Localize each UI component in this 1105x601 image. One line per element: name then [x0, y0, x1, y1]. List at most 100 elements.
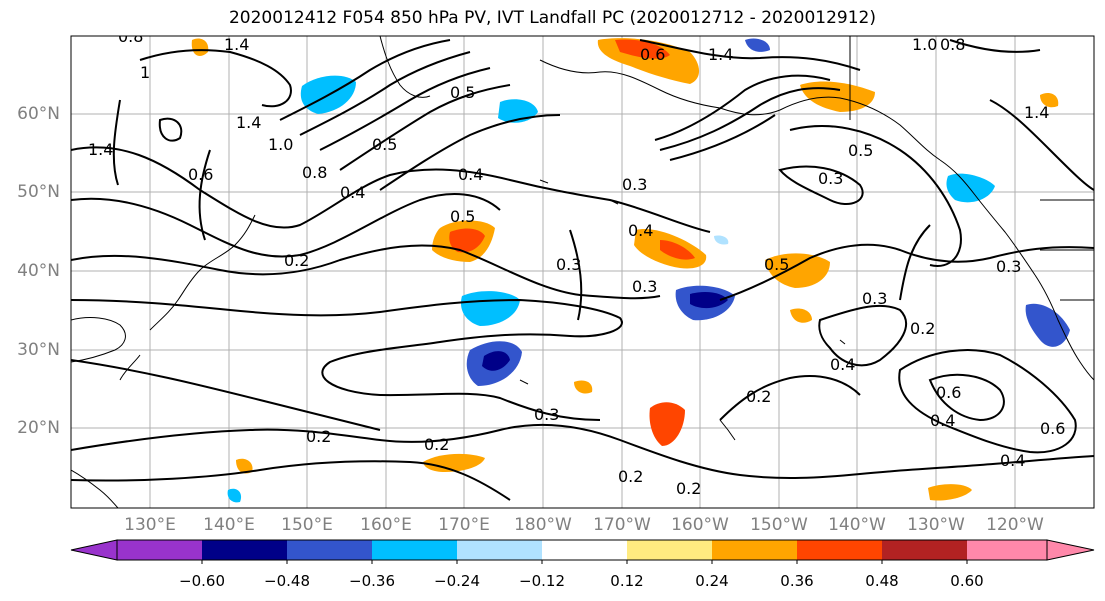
lat-label: 50°N	[17, 182, 60, 202]
contour-label: 0.6	[188, 165, 213, 184]
lon-label: 150°W	[750, 515, 808, 535]
contour-label: 0.6	[640, 45, 665, 64]
colorbar-tick-label: 0.12	[610, 572, 644, 590]
lon-gridlines	[149, 36, 1016, 508]
contour-label: 0.4	[830, 355, 855, 374]
contour-label: 0.3	[534, 405, 559, 424]
contour-label: 0.8	[302, 163, 327, 182]
contour-label: 0.4	[458, 165, 483, 184]
contour-labels: 0.8 1 1.4 1.4 1.4 1.0 0.8 0.5 0.6 0.4 0.…	[88, 27, 1065, 498]
anomaly-patch	[1040, 93, 1059, 108]
anomaly-patch	[745, 38, 770, 52]
anomaly-patch	[236, 458, 253, 474]
lat-label: 60°N	[17, 104, 60, 124]
anomaly-patch	[227, 488, 242, 503]
colorbar-tick-label: 0.36	[780, 572, 814, 590]
contour-label: 0.3	[862, 289, 887, 308]
contour-label: 1.4	[88, 140, 113, 159]
colorbar-segment	[287, 540, 372, 560]
colorbar-segment	[117, 540, 202, 560]
contour-label: 1.4	[1024, 103, 1049, 122]
lat-label: 30°N	[17, 340, 60, 360]
anomaly-patch	[574, 380, 593, 394]
contour-label: 1	[140, 63, 150, 82]
contour-label: 0.2	[284, 251, 309, 270]
lon-label: 160°E	[360, 515, 412, 535]
contour-label: 0.4	[930, 411, 955, 430]
lon-label: 140°E	[203, 515, 255, 535]
map-title: 2020012412 F054 850 hPa PV, IVT Landfall…	[228, 8, 876, 28]
map-frame	[70, 35, 1095, 509]
colorbar-extend-right	[1046, 539, 1095, 561]
colorbar-segment	[372, 540, 457, 560]
colorbar-segment	[712, 540, 797, 560]
contour-label: 0.2	[746, 387, 771, 406]
contour-label: 0.5	[450, 207, 475, 226]
lon-label: 150°E	[281, 515, 333, 535]
lon-label: 160°W	[671, 515, 729, 535]
islands	[519, 179, 846, 441]
positive-anomaly-patches	[191, 38, 1059, 501]
contour-label: 0.3	[818, 169, 843, 188]
contour-label: 0.4	[628, 221, 653, 240]
contour-label: 0.2	[910, 319, 935, 338]
lon-label: 130°W	[907, 515, 965, 535]
colorbar-tick-label: −0.48	[264, 572, 310, 590]
contour-label: 0.3	[622, 175, 647, 194]
contour-label: 0.2	[424, 435, 449, 454]
anomaly-patch	[423, 453, 485, 472]
colorbar-tick-label: −0.24	[434, 572, 480, 590]
contour-label: 0.3	[996, 257, 1021, 276]
map-background	[71, 36, 1094, 508]
anomaly-patch	[790, 308, 812, 323]
contour-label: 1.4	[708, 45, 733, 64]
contour-label: 0.5	[450, 83, 475, 102]
colorbar-tick-label: 0.48	[865, 572, 899, 590]
colorbar-tick-label: 0.60	[950, 572, 984, 590]
lon-label: 120°W	[986, 515, 1044, 535]
colorbar-segment	[457, 540, 542, 560]
anomaly-patch	[1025, 303, 1070, 347]
lon-label: 180°W	[514, 515, 572, 535]
contour-label: 0.5	[848, 141, 873, 160]
contour-label: 0.2	[306, 427, 331, 446]
lat-label: 20°N	[17, 418, 60, 438]
contour-label: 0.8	[940, 35, 965, 54]
colorbar-segment	[202, 540, 287, 560]
lat-label: 40°N	[17, 261, 60, 281]
contour-label: 1.0	[912, 35, 937, 54]
anomaly-patch	[449, 228, 485, 253]
colorbar	[70, 539, 1095, 564]
contour-label: 0.3	[556, 255, 581, 274]
contour-label: 0.4	[1000, 451, 1025, 470]
contour-label: 1.4	[236, 113, 261, 132]
anomaly-patch	[714, 235, 729, 245]
lat-gridlines	[71, 113, 1094, 429]
contour-label: 1.4	[224, 35, 249, 54]
colorbar-tick-label: 0.24	[695, 572, 729, 590]
contour-label: 0.5	[764, 255, 789, 274]
coastlines	[71, 36, 1094, 508]
anomaly-patch	[690, 292, 728, 309]
lon-label: 140°W	[828, 515, 886, 535]
colorbar-tick-label: −0.12	[519, 572, 565, 590]
colorbar-tick-label: −0.60	[179, 572, 225, 590]
colorbar-segment	[967, 540, 1047, 560]
contour-label: 0.5	[372, 135, 397, 154]
negative-anomaly-patches	[227, 38, 1070, 503]
anomaly-patch	[946, 173, 995, 203]
lon-label: 130°E	[124, 515, 176, 535]
colorbar-segment	[542, 540, 627, 560]
contour-label: 0.3	[632, 277, 657, 296]
contour-label: 0.6	[1040, 419, 1065, 438]
contour-label: 0.8	[118, 27, 143, 46]
lon-label: 170°W	[593, 515, 651, 535]
anomaly-patch	[191, 38, 209, 56]
contour-label: 0.2	[618, 467, 643, 486]
anomaly-patch	[765, 253, 830, 288]
lon-label: 170°E	[438, 515, 490, 535]
contour-label: 0.4	[340, 183, 365, 202]
colorbar-segment	[882, 540, 967, 560]
colorbar-segment	[797, 540, 882, 560]
